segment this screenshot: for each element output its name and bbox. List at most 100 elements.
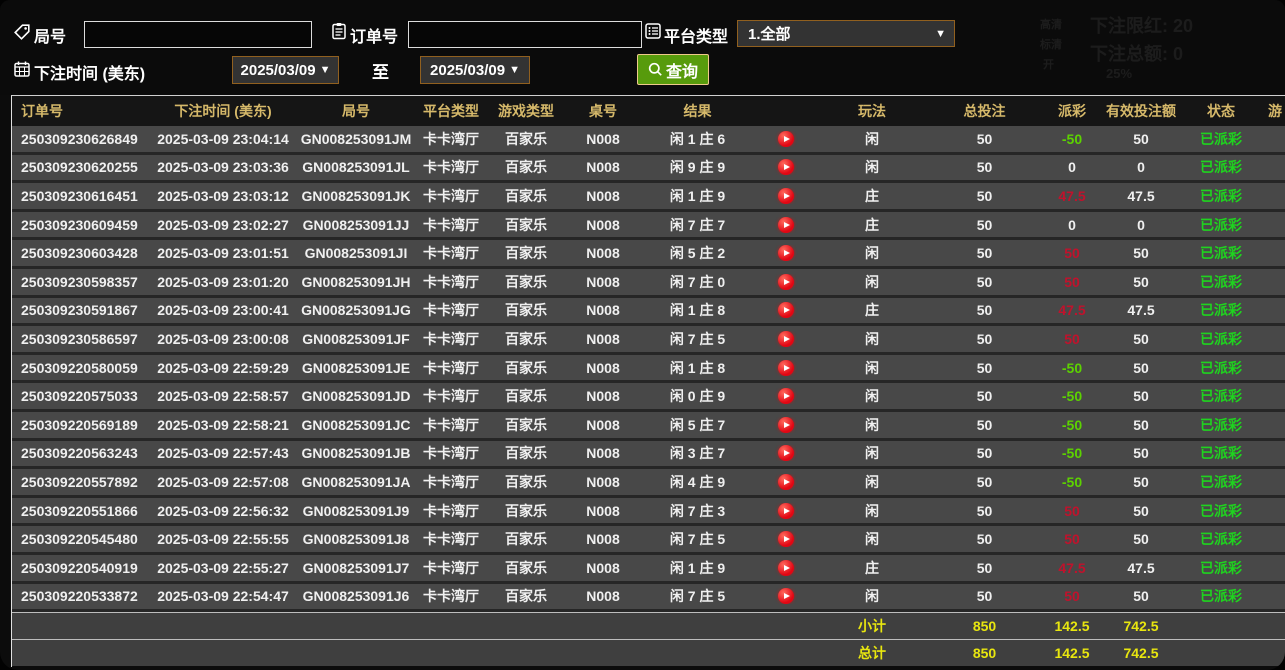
subtotal-valid-bet: 742.5: [1123, 618, 1159, 635]
replay-play-button[interactable]: [778, 445, 794, 462]
cell-total_bet: 50: [976, 187, 993, 204]
date-from-select[interactable]: 2025/03/09 ▼: [232, 56, 339, 84]
cell-status: 已派彩: [1200, 445, 1242, 462]
cell-game_type: 百家乐: [505, 559, 547, 576]
cell-play: [755, 531, 817, 548]
cell-bet_time: 2025-03-09 23:01:20: [157, 273, 289, 290]
replay-play-button[interactable]: [778, 130, 794, 147]
replay-play-button[interactable]: [778, 245, 794, 262]
cell-table_no: N008: [586, 359, 620, 376]
cell-table_no: N008: [586, 302, 620, 319]
cell-play_type: 闲: [865, 359, 879, 376]
cell-status: 已派彩: [1200, 416, 1242, 433]
cell-payout: -50: [1061, 473, 1083, 490]
cell-status: 已派彩: [1200, 588, 1242, 605]
replay-play-button[interactable]: [778, 330, 794, 347]
cell-play: [755, 502, 817, 519]
cell-status: 已派彩: [1200, 502, 1242, 519]
cell-status: 已派彩: [1200, 559, 1242, 576]
platform-select[interactable]: 1.全部 ▼: [737, 20, 955, 47]
play-icon: [784, 307, 790, 314]
table-row: 250309220551866 2025-03-09 22:56:32 GN0082…: [12, 497, 1285, 527]
cell-play_type: 闲: [865, 588, 879, 605]
replay-play-button[interactable]: [778, 559, 794, 576]
cell-table_no: N008: [586, 216, 620, 233]
table-row: 250309230591867 2025-03-09 23:00:41 GN0082…: [12, 297, 1285, 327]
replay-play-button[interactable]: [778, 159, 794, 176]
cell-play: [755, 187, 817, 204]
total-row: 总计 850 142.5 742.5: [12, 639, 1285, 667]
cell-play_type: 闲: [865, 130, 879, 147]
cell-result: 闲 1 庄 8: [669, 359, 726, 376]
cell-play_type: 闲: [865, 159, 879, 176]
search-button-label: 查询: [665, 63, 698, 81]
cell-game_type: 百家乐: [505, 416, 547, 433]
table-row: 250309220580059 2025-03-09 22:59:29 GN0082…: [12, 354, 1285, 384]
cell-play: [755, 330, 817, 347]
search-icon: [648, 62, 663, 77]
replay-play-button[interactable]: [778, 473, 794, 490]
cell-order_no: 250309220557892: [21, 473, 138, 490]
cell-game_type: 百家乐: [505, 445, 547, 462]
replay-play-button[interactable]: [778, 531, 794, 548]
table-row: 250309230586597 2025-03-09 23:00:08 GN0082…: [12, 326, 1285, 355]
cell-status: 已派彩: [1200, 159, 1242, 176]
cell-game_type: 百家乐: [505, 531, 547, 548]
replay-play-button[interactable]: [778, 388, 794, 405]
cell-valid_bet: 50: [1133, 502, 1149, 519]
subtotal-row: 小计 850 142.5 742.5: [12, 612, 1285, 640]
cell-bet_time: 2025-03-09 22:58:57: [157, 388, 289, 405]
play-icon: [784, 450, 790, 457]
cell-result: 闲 1 庄 8: [669, 302, 726, 319]
ghost-total-text: 下注总额: 0: [1090, 44, 1184, 64]
cell-valid_bet: 50: [1133, 531, 1149, 548]
cell-payout: -50: [1061, 359, 1083, 376]
date-to-select[interactable]: 2025/03/09 ▼: [420, 56, 530, 84]
cell-total_bet: 50: [976, 531, 993, 548]
cell-payout: -50: [1061, 416, 1083, 433]
replay-play-button[interactable]: [778, 273, 794, 290]
cell-bet_time: 2025-03-09 23:03:12: [157, 187, 289, 204]
cell-valid_bet: 50: [1133, 330, 1149, 347]
cell-table_no: N008: [586, 130, 620, 147]
search-button[interactable]: 查询: [637, 54, 709, 85]
play-icon: [784, 507, 790, 514]
replay-play-button[interactable]: [778, 416, 794, 433]
cell-valid_bet: 47.5: [1127, 559, 1155, 576]
replay-play-button[interactable]: [778, 588, 794, 605]
round-no-input[interactable]: [84, 21, 312, 48]
table-row: 250309220575033 2025-03-09 22:58:57 GN0082…: [12, 383, 1285, 412]
cell-round_no: GN008253091JK: [301, 187, 411, 204]
table-row: 250309230626849 2025-03-09 23:04:14 GN0082…: [12, 126, 1285, 155]
cell-play_type: 庄: [865, 559, 879, 576]
order-no-input[interactable]: [408, 21, 642, 48]
cell-total_bet: 50: [976, 216, 993, 233]
play-icon: [784, 564, 790, 571]
replay-play-button[interactable]: [778, 216, 794, 233]
cell-status: 已派彩: [1200, 302, 1242, 319]
replay-play-button[interactable]: [778, 502, 794, 519]
cell-table_no: N008: [586, 531, 620, 548]
cell-result: 闲 5 庄 2: [669, 245, 726, 262]
cell-game_type: 百家乐: [505, 159, 547, 176]
cell-play_type: 闲: [865, 273, 879, 290]
column-header-platform: 平台类型: [423, 103, 479, 119]
cell-game_type: 百家乐: [505, 588, 547, 605]
cell-play: [755, 159, 817, 176]
to-label: 至: [372, 63, 389, 82]
replay-play-button[interactable]: [778, 187, 794, 204]
cell-total_bet: 50: [976, 130, 993, 147]
table-row: 250309220540919 2025-03-09 22:55:27 GN0082…: [12, 554, 1285, 584]
cell-payout: 47.5: [1058, 559, 1086, 576]
cell-valid_bet: 0: [1137, 159, 1145, 176]
table-row: 250309220557892 2025-03-09 22:57:08 GN0082…: [12, 469, 1285, 498]
cell-total_bet: 50: [976, 559, 993, 576]
cell-order_no: 250309230591867: [21, 302, 138, 319]
replay-play-button[interactable]: [778, 359, 794, 376]
cell-play: [755, 245, 817, 262]
cell-valid_bet: 50: [1133, 445, 1149, 462]
cell-order_no: 250309220580059: [21, 359, 138, 376]
cell-result: 闲 1 庄 9: [669, 187, 726, 204]
replay-play-button[interactable]: [778, 302, 794, 319]
cell-payout: 50: [1064, 531, 1080, 548]
